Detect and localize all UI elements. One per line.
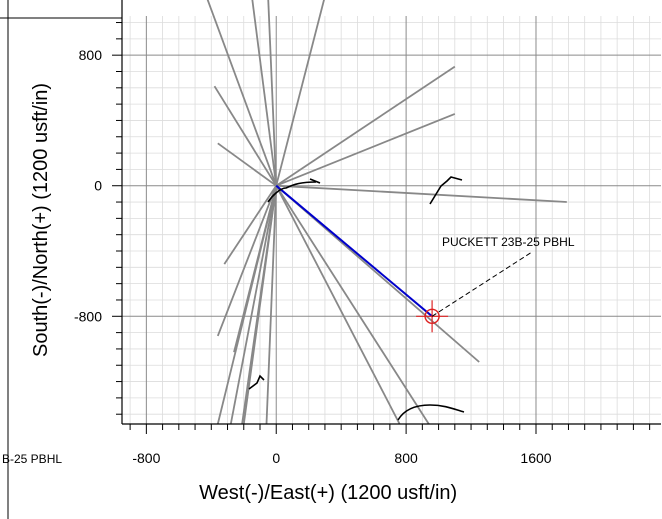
hand-scribbles [248,176,465,421]
x-axis-ticks: -800 0 800 1600 [129,424,651,466]
offset-well-line-1 [206,0,278,187]
y-axis-title: South(-)/North(+) (1200 usft/in) [30,83,52,357]
y-tick-label: 0 [94,178,102,194]
offset-well-line-12 [267,0,278,186]
offset-well-line-8 [229,185,278,425]
offset-well-line-20 [242,185,278,425]
x-axis-title: West(-)/East(+) (1200 usft/in) [199,482,457,504]
y-tick-label: -800 [74,308,102,324]
offset-well-line-11 [251,0,278,186]
x-tick-label: 1600 [520,450,551,466]
minor-grid [122,16,661,424]
offset-well-line-14 [275,65,456,187]
offset-well-line-5 [216,185,278,337]
planned-well-line [275,184,433,318]
target-label-clipped: B-25 PBHL [2,452,62,466]
major-grid [122,16,661,424]
y-tick-label: 800 [79,47,103,63]
planned-well [275,184,433,318]
offset-well-line-4 [223,185,277,265]
offset-well-line-7 [216,185,278,425]
offset-well-line-18 [275,185,401,425]
x-tick-label: -800 [132,450,160,466]
x-tick-label: 800 [394,450,418,466]
offset-well-line-10 [265,185,278,425]
offset-well-line-16 [276,184,567,203]
offset-well-line-2 [213,85,277,187]
target-leader-line [431,251,533,317]
offset-well-line-3 [217,142,277,187]
offset-well-line-13 [275,0,325,186]
x-tick-label: 0 [272,450,280,466]
y-axis-ticks: 800 0 -800 [74,22,122,415]
offset-wells [206,0,567,425]
offset-well-line-15 [275,113,456,187]
offset-well-line-19 [275,185,430,425]
target-label: PUCKETT 23B-25 PBHL [442,235,575,249]
